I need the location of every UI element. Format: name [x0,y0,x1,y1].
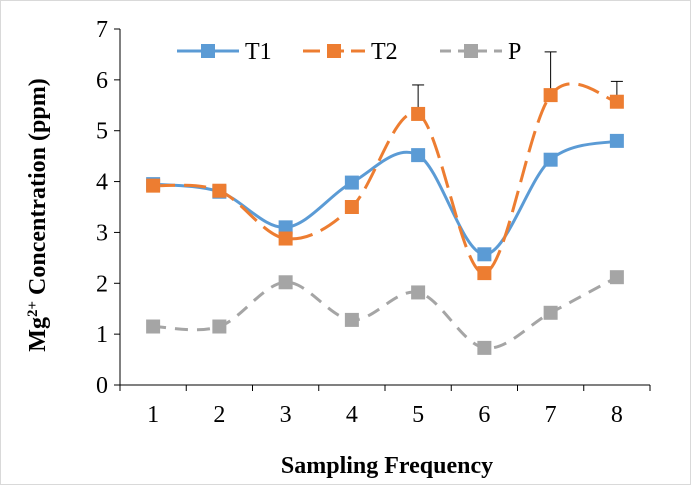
series-t2-point [278,231,293,246]
series-t2-point [411,106,426,121]
series-p-point [212,319,227,334]
series-t1-point [278,220,293,235]
y-tick-label: 1 [96,322,108,348]
series-t1-line [152,139,618,256]
series-t1-point [543,152,558,167]
y-tick-label: 4 [96,170,108,196]
y-tick-label: 2 [96,271,108,297]
legend-t2-marker [327,44,341,58]
y-axis-title-sup: 2+ [25,301,41,317]
x-tick-label: 1 [147,402,159,428]
y-axis-title-base: Mg [25,317,51,352]
series-p-point [477,340,492,355]
series-t1-point [344,175,359,190]
series-t2-point [543,88,558,103]
axes [114,28,651,391]
x-tick-label: 6 [478,402,490,428]
legend-t1-marker [201,44,215,58]
series-t2-point [344,200,359,214]
y-tick-label: 7 [96,17,108,43]
x-tick-label: 5 [412,402,424,428]
legend-t1-label: T1 [245,39,272,65]
x-tick-label: 7 [545,402,557,428]
series-p-point [344,312,359,327]
legend: T1 T2 P [177,39,521,65]
series-p-point [543,305,558,320]
y-tick-labels: 0 1 2 3 4 5 6 7 [96,17,108,399]
legend-p-marker [464,44,478,58]
series-t1-point [411,148,426,163]
x-tick-label: 2 [213,402,225,428]
y-tick-label: 6 [96,68,108,94]
series-t1-point [609,133,624,148]
series-t2-point [146,178,161,193]
series-p-point [609,270,624,285]
series-t2-point [477,266,492,281]
series-t2-point [212,183,227,198]
x-tick-label: 8 [611,402,623,428]
legend-p-label: P [508,39,521,65]
series-p-point [278,275,293,290]
series-t2-point [609,94,624,109]
series-t1-point [477,247,492,262]
series-markers [146,88,624,355]
x-axis-title: Sampling Frequency [281,453,493,479]
legend-t2-label: T2 [371,39,398,65]
series-p-line [153,275,618,350]
y-axis-title-rest: Concentration (ppm) [25,78,51,301]
series-p-point [411,285,426,300]
x-tick-label: 3 [280,402,292,428]
x-tick-labels: 1 2 3 4 5 6 7 8 [147,402,623,428]
y-tick-label: 0 [96,373,108,399]
x-tick-label: 4 [346,402,358,428]
y-tick-label: 5 [96,119,108,145]
series-p-point [146,319,161,334]
y-tick-label: 3 [96,220,108,246]
y-axis-title: Mg2+ Concentration (ppm) [25,78,51,351]
